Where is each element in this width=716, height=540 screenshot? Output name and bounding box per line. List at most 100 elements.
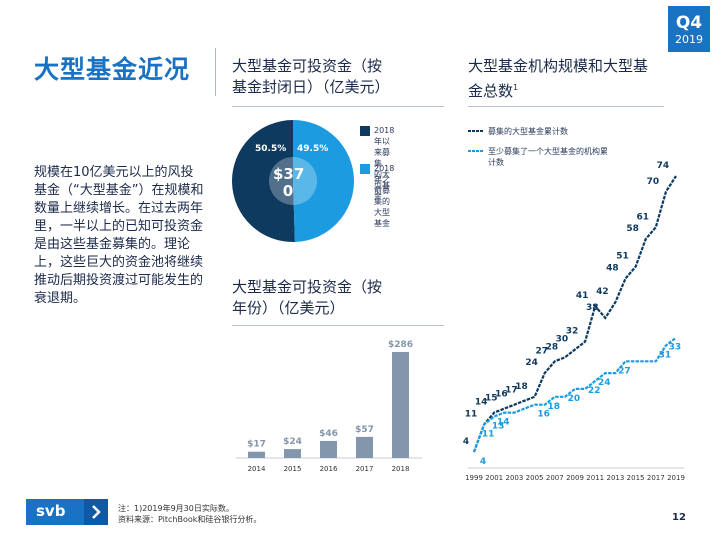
chevron-right-icon — [84, 499, 108, 525]
line-point-label: 14 — [497, 418, 510, 428]
pie-center-value: $37 0 — [273, 165, 305, 200]
line-x-tick: 1999 — [465, 474, 483, 482]
pie-legend-text: 2018年之前募集的 大型基金 — [374, 163, 394, 229]
line-point-label: 31 — [659, 351, 672, 361]
line-point-label: 27 — [535, 346, 548, 356]
line-point-label: 42 — [596, 287, 609, 297]
line-legend-item: 募集的大型基金累计数 — [468, 126, 664, 146]
pie-title-rule — [232, 106, 444, 107]
line-legend-0-text: 募集的大型基金累计数 — [488, 127, 568, 136]
intro-paragraph: 规模在10亿美元以上的风投基金（“大型基金”）在规模和数量上继续增长。在过去两年… — [34, 165, 204, 306]
bar-2015 — [284, 449, 301, 458]
line-point-label: 48 — [606, 264, 619, 274]
bar-chart-title: 大型基金可投资金（按 年份）（亿美元） — [232, 277, 382, 319]
year-label: 2019 — [675, 33, 703, 46]
line-point-label: 61 — [636, 212, 649, 222]
bar-value-label: $46 — [319, 429, 338, 439]
line-point-label: 22 — [588, 386, 601, 396]
footnote-line1: 注：1)2019年9月30日实际数。 — [118, 504, 234, 513]
bar-title-line2: 年份）（亿美元） — [232, 299, 345, 317]
line-point-label: 14 — [475, 398, 488, 408]
line-x-tick: 2003 — [505, 474, 523, 482]
line-x-tick: 2005 — [526, 474, 544, 482]
footnote-line2: 资料来源：PitchBook和硅谷银行分析。 — [118, 515, 262, 524]
pie-title-line2: 基金封闭日）（亿美元） — [232, 78, 390, 96]
bar-title-rule — [232, 325, 444, 326]
line-series-0 — [472, 175, 677, 453]
line-point-label: 11 — [465, 409, 478, 419]
line-legend-1-line2: 计数 — [488, 158, 504, 167]
pie-label-before-2018: 49.5% — [297, 144, 329, 154]
pie-legend-0-line2: 的大型基金 — [374, 170, 390, 201]
line-point-label: 18 — [547, 402, 560, 412]
line-point-label: 30 — [556, 334, 569, 344]
line-point-label: 24 — [525, 358, 538, 368]
pie-label-since-2018: 50.5% — [255, 144, 287, 154]
line-title-rule — [468, 106, 664, 107]
line-point-label: 4 — [480, 457, 486, 467]
pie-legend-1-line2: 大型基金 — [374, 208, 390, 228]
bar-category-label: 2017 — [356, 465, 374, 473]
line-legend: 募集的大型基金累计数 至少募集了一个大型基金的机构累 计数 — [468, 126, 664, 172]
line-x-tick: 2015 — [627, 474, 645, 482]
line-point-label: 24 — [598, 378, 611, 388]
bar-2018 — [392, 352, 409, 458]
line-legend-item: 至少募集了一个大型基金的机构累 计数 — [468, 146, 664, 172]
bar-category-label: 2016 — [320, 465, 338, 473]
line-point-label: 13 — [492, 422, 505, 432]
pie-chart — [231, 120, 354, 242]
bar-2014 — [248, 451, 265, 458]
line-x-tick: 2019 — [667, 474, 685, 482]
bar-category-label: 2015 — [284, 465, 302, 473]
line-chart-title: 大型基金机构规模和大型基 金总数1 — [468, 56, 678, 102]
line-x-tick: 2001 — [485, 474, 503, 482]
legend-swatch-dark — [360, 126, 370, 136]
bar-category-label: 2018 — [392, 465, 410, 473]
legend-swatch-light — [360, 164, 370, 174]
page-title: 大型基金近况 — [34, 55, 191, 84]
line-x-tick: 2007 — [546, 474, 564, 482]
pie-center-line1: $37 — [273, 165, 305, 183]
pie-slice-before-2018 — [293, 120, 354, 242]
bar-category-label: 2014 — [248, 465, 266, 473]
quarter-badge: Q4 2019 — [668, 6, 710, 52]
line-point-label: 33 — [669, 343, 682, 353]
pie-slice-since-2018 — [231, 120, 295, 242]
svb-logo: svb — [26, 499, 108, 525]
line-chart: 1999 2001 2003 2005 2007 2009 2011 2013 2015 2017… — [463, 161, 685, 482]
line-title-line2-wrap: 金总数1 — [468, 77, 678, 102]
bar-value-label: $286 — [388, 340, 413, 350]
line-x-tick: 2013 — [606, 474, 624, 482]
line-point-label: 27 — [618, 366, 631, 376]
line-title-line1: 大型基金机构规模和大型基 — [468, 57, 649, 75]
bar-chart: $17 2014 $24 2015 $46 2016 $57 2017 $286 2018 — [236, 340, 422, 473]
bar-value-label: $17 — [247, 440, 266, 450]
line-point-label: 58 — [626, 224, 639, 234]
line-point-label: 17 — [505, 386, 518, 396]
line-x-tick: 2009 — [566, 474, 584, 482]
line-point-label: 41 — [576, 291, 589, 301]
legend-line-light — [468, 150, 484, 152]
line-x-tick: 2017 — [647, 474, 665, 482]
bar-2016 — [320, 440, 337, 458]
line-point-label: 4 — [463, 437, 469, 447]
line-point-label: 38 — [586, 303, 599, 313]
line-point-label: 11 — [482, 429, 495, 439]
bar-title-line1: 大型基金可投资金（按 — [232, 278, 383, 296]
footnote: 注：1)2019年9月30日实际数。 资料来源：PitchBook和硅谷银行分析… — [118, 503, 261, 525]
line-point-label: 20 — [568, 394, 581, 404]
pie-legend-text: 2018年以来募集 的大型基金 — [374, 125, 394, 202]
logo-text: svb — [36, 502, 66, 520]
quarter-label: Q4 — [675, 13, 703, 33]
line-legend-1-text: 至少募集了一个大型基金的机构累 计数 — [488, 146, 608, 168]
bar-value-label: $24 — [283, 437, 302, 447]
line-point-label: 70 — [647, 177, 660, 187]
line-series-1 — [472, 336, 677, 453]
bar-2017 — [356, 436, 373, 458]
line-point-label: 15 — [485, 394, 498, 404]
pie-title-line1: 大型基金可投资金（按 — [232, 57, 383, 75]
line-legend-1-line1: 至少募集了一个大型基金的机构累 — [488, 147, 608, 156]
line-point-label: 51 — [616, 252, 629, 262]
bar-value-label: $57 — [355, 425, 374, 435]
line-x-tick: 2011 — [586, 474, 604, 482]
